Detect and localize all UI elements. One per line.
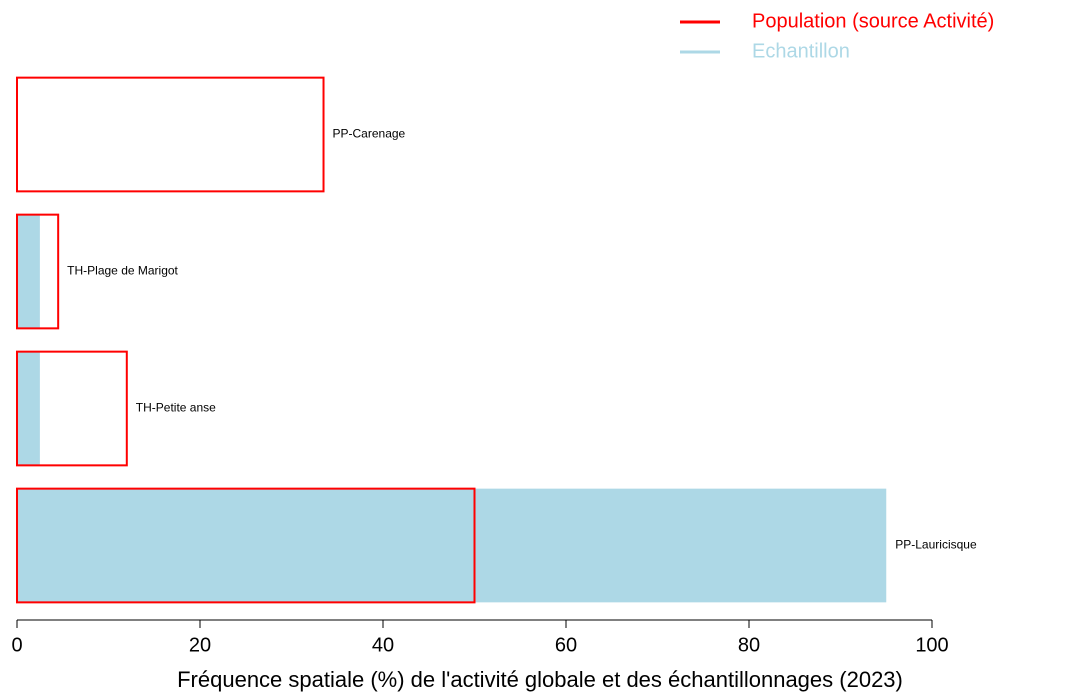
bar (16, 350, 128, 467)
x-tick-label: 40 (372, 634, 394, 656)
bar (17, 351, 40, 466)
legend-label: Population (source Activité) (752, 10, 994, 32)
bar (17, 214, 40, 329)
category-label: PP-Lauricisque (895, 538, 977, 552)
x-tick-label: 0 (11, 634, 22, 656)
category-label: TH-Plage de Marigot (67, 264, 178, 278)
category-label: PP-Carenage (333, 127, 406, 141)
bar (16, 213, 60, 330)
category-label: TH-Petite anse (136, 401, 216, 415)
x-axis-label: Fréquence spatiale (%) de l'activité glo… (177, 667, 903, 692)
x-tick-label: 80 (738, 634, 760, 656)
legend-label: Echantillon (752, 40, 850, 62)
bar (16, 76, 325, 193)
x-tick-label: 60 (555, 634, 577, 656)
x-tick-label: 100 (915, 634, 948, 656)
bar (17, 488, 887, 603)
bar (16, 487, 476, 604)
x-tick-label: 20 (189, 634, 211, 656)
